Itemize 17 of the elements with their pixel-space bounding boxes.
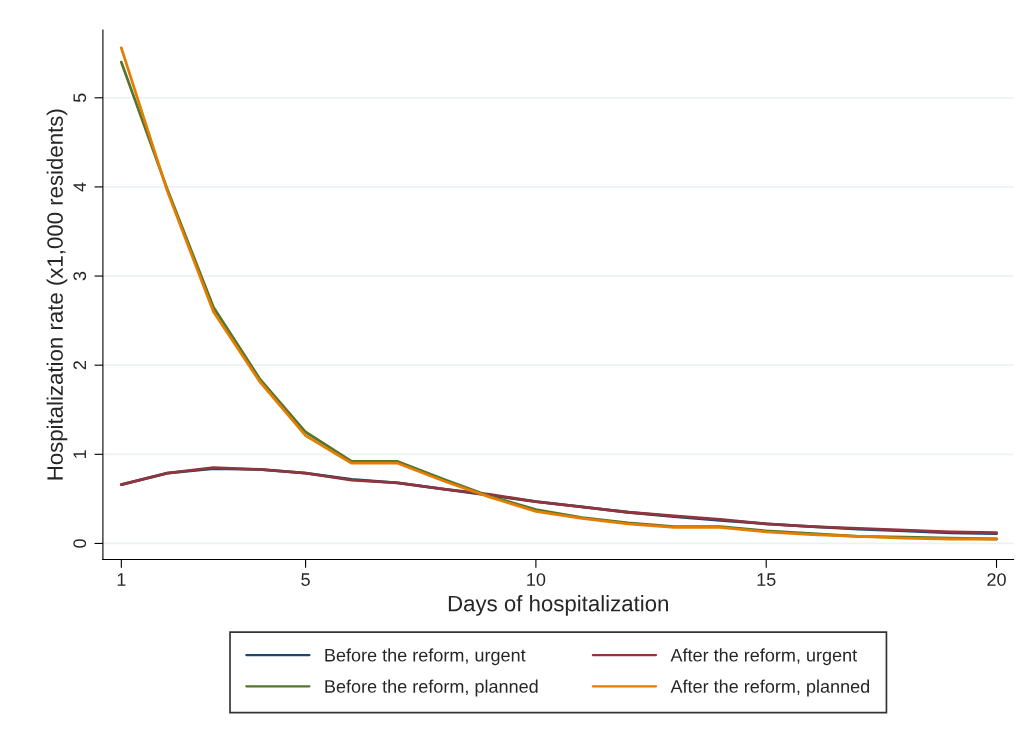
y-tick-label: 5 — [73, 93, 87, 103]
y-tick-label: 0 — [73, 539, 87, 548]
y-axis-title: Hospitalization rate (x1,000 residents) — [46, 109, 68, 480]
y-tick-label: 2 — [73, 361, 86, 370]
x-tick-label: 15 — [757, 573, 776, 586]
legend-label: Before the reform, planned — [325, 679, 538, 697]
x-tick-label: 5 — [301, 573, 310, 586]
y-tick-label: 4 — [73, 182, 86, 192]
y-tick-label: 1 — [73, 450, 86, 458]
x-tick-label: 1 — [117, 573, 126, 586]
x-tick-label: 20 — [987, 573, 1006, 586]
legend-label: After the reform, planned — [670, 679, 870, 697]
y-tick-label: 3 — [73, 271, 87, 281]
x-axis-title: Days of hospitalization — [448, 595, 668, 616]
legend-label: Before the reform, urgent — [325, 648, 526, 666]
x-tick-label: 10 — [527, 573, 546, 586]
legend-label: After the reform, urgent — [670, 648, 858, 666]
